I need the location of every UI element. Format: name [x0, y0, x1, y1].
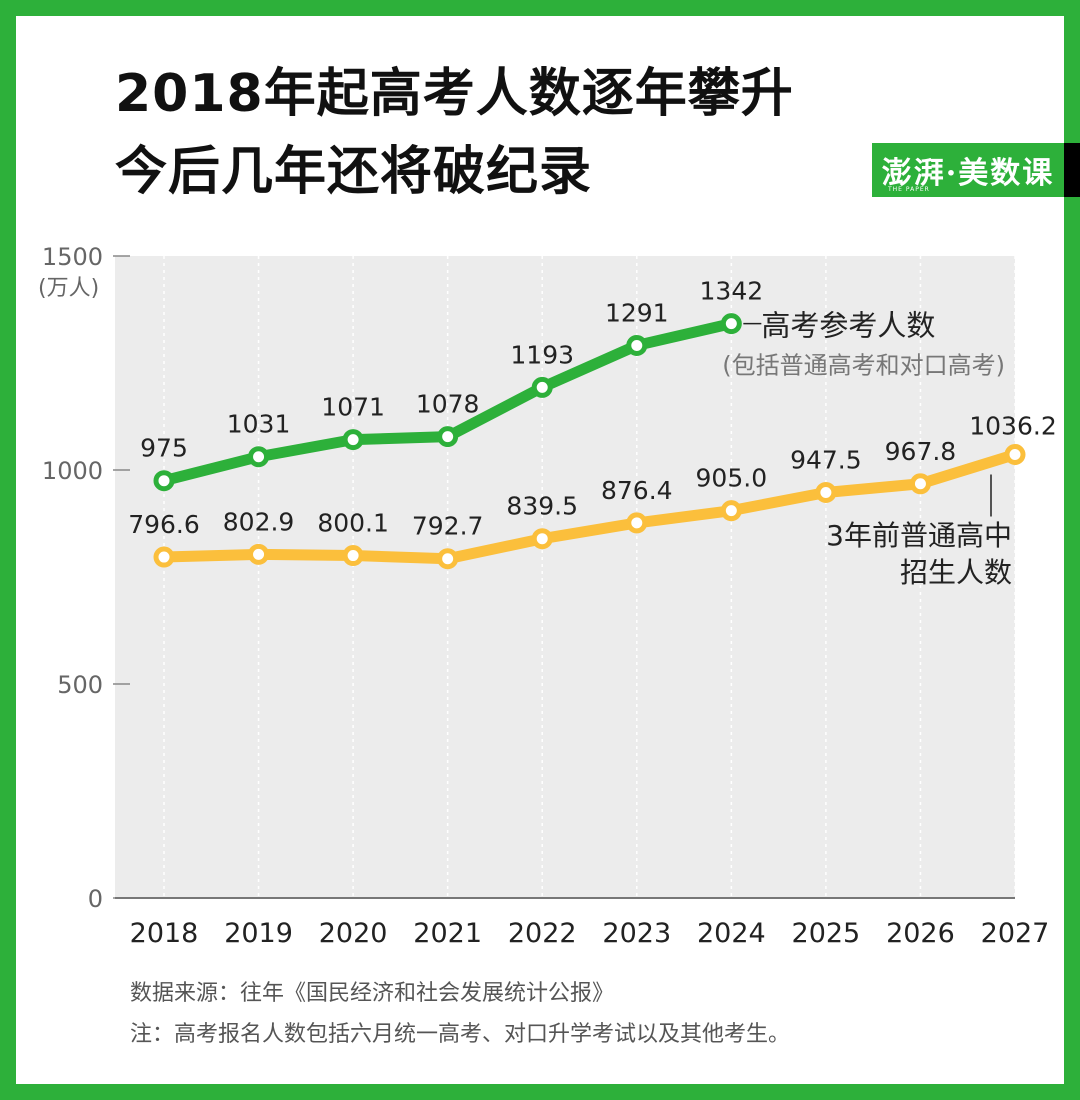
x-tick-label: 2019	[224, 918, 293, 949]
data-label: 1031	[227, 410, 291, 439]
data-label: 1071	[321, 393, 385, 422]
data-point	[437, 548, 459, 570]
source-note: 数据来源：往年《国民经济和社会发展统计公报》	[130, 981, 615, 1006]
data-label: 839.5	[506, 492, 578, 521]
logo-subtext: THE PAPER	[888, 186, 930, 193]
y-tick-label: 1000	[42, 457, 103, 485]
data-point	[248, 446, 270, 468]
data-point	[626, 512, 648, 534]
data-label: 876.4	[601, 476, 673, 505]
x-tick-label: 2024	[697, 918, 766, 949]
data-point	[248, 543, 270, 565]
data-point	[153, 470, 175, 492]
series-line	[158, 449, 1021, 565]
logo-bar	[1064, 143, 1080, 197]
legend-series-2-line2: 招生人数	[900, 556, 1012, 589]
data-point	[720, 313, 742, 335]
chart-title-line1: 2018年起高考人数逐年攀升	[115, 64, 794, 124]
y-tick-label: 500	[57, 671, 103, 699]
x-tick-label: 2022	[508, 918, 577, 949]
data-point	[437, 426, 459, 448]
data-point	[531, 528, 553, 550]
logo: 澎湃·美数课	[872, 143, 1064, 197]
data-point	[1004, 444, 1026, 466]
x-tick-label: 2018	[130, 918, 199, 949]
x-tick-label: 2027	[981, 918, 1050, 949]
y-tick-label: 1500	[42, 243, 103, 271]
data-point	[720, 500, 742, 522]
data-point	[342, 429, 364, 451]
data-label: 975	[140, 434, 188, 463]
x-tick-label: 2023	[602, 918, 671, 949]
logo-text: 澎湃·美数课	[881, 156, 1055, 191]
data-label: 802.9	[223, 507, 295, 536]
data-point	[909, 473, 931, 495]
data-point	[531, 376, 553, 398]
data-label: 1342	[700, 277, 764, 306]
data-point	[626, 334, 648, 356]
legend-series-2-line1: 3年前普通高中	[826, 519, 1012, 552]
data-label: 792.7	[412, 512, 484, 541]
data-label: 1078	[416, 390, 480, 419]
footnote: 注：高考报名人数包括六月统一高考、对口升学考试以及其他考生。	[130, 1022, 791, 1047]
legend-series-1: 高考参考人数	[761, 309, 935, 343]
data-label: 947.5	[790, 445, 862, 474]
data-label: 967.8	[885, 437, 957, 466]
data-label: 1036.2	[969, 412, 1056, 441]
data-label: 905.0	[696, 464, 768, 493]
x-tick-label: 2020	[319, 918, 388, 949]
data-label: 1291	[605, 298, 669, 327]
data-label: 1193	[510, 340, 574, 369]
plot-area	[115, 256, 1015, 898]
legend-series-1-note: (包括普通高考和对口高考)	[722, 352, 1005, 380]
data-label: 800.1	[317, 509, 389, 538]
data-point	[342, 545, 364, 567]
data-point	[153, 546, 175, 568]
x-tick-label: 2025	[792, 918, 861, 949]
x-tick-label: 2026	[886, 918, 955, 949]
y-axis-unit: (万人)	[38, 276, 99, 301]
chart-title-line2: 今后几年还将破纪录	[115, 142, 593, 202]
x-tick-label: 2021	[413, 918, 482, 949]
y-tick-label: 0	[88, 885, 103, 913]
data-label: 796.6	[128, 510, 200, 539]
data-point	[815, 481, 837, 503]
